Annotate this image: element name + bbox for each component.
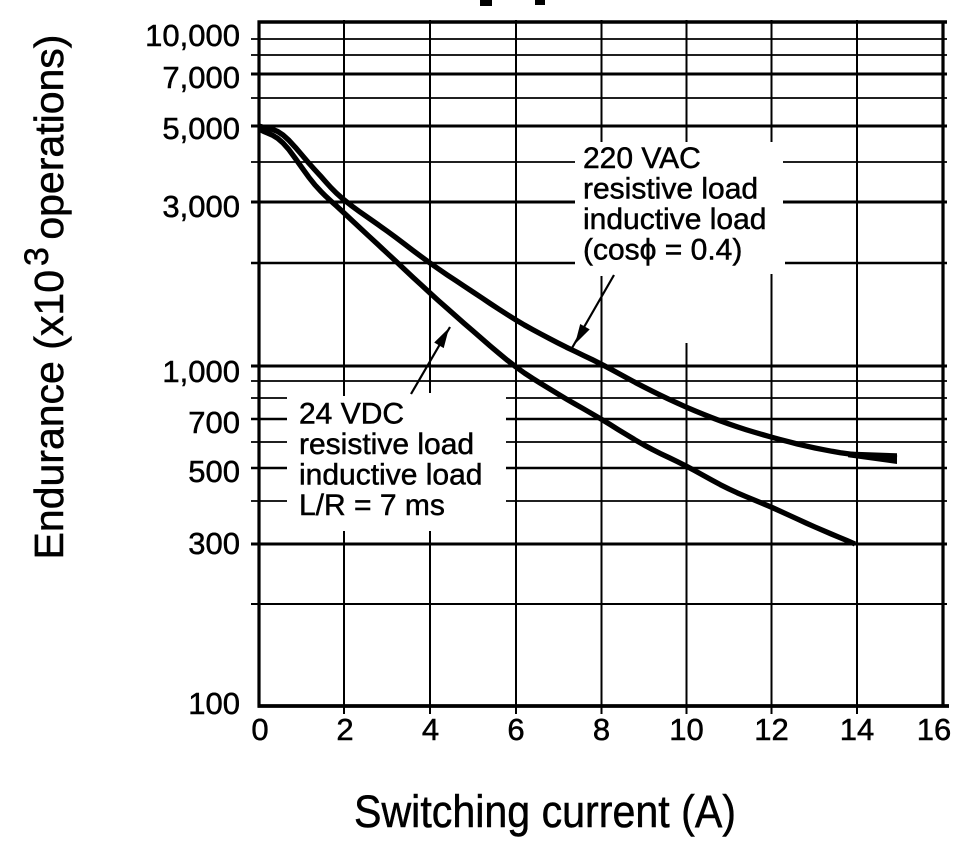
svg-text:4: 4: [422, 712, 439, 747]
svg-text:L/R = 7 ms: L/R = 7 ms: [299, 489, 445, 522]
svg-text:14: 14: [840, 712, 874, 747]
svg-text:Switching current (A): Switching current (A): [354, 786, 736, 837]
svg-text:1,000: 1,000: [162, 354, 240, 389]
svg-text:Endurance (x103 operations): Endurance (x103 operations): [18, 35, 72, 560]
svg-text:500: 500: [188, 454, 240, 489]
svg-text:7,000: 7,000: [162, 60, 240, 95]
svg-text:700: 700: [188, 405, 240, 440]
svg-text:resistive load: resistive load: [583, 173, 758, 206]
svg-text:220 VAC: 220 VAC: [583, 142, 701, 175]
svg-text:2: 2: [336, 712, 353, 747]
svg-text:resistive load: resistive load: [299, 428, 474, 461]
svg-text:12: 12: [754, 712, 788, 747]
svg-text:inductive load: inductive load: [583, 203, 766, 236]
svg-text:5,000: 5,000: [162, 111, 240, 146]
svg-text:24 VDC: 24 VDC: [299, 398, 404, 431]
svg-text:16: 16: [917, 712, 951, 747]
svg-text:10: 10: [669, 712, 703, 747]
svg-text:3,000: 3,000: [162, 189, 240, 224]
svg-text:8: 8: [593, 712, 610, 747]
svg-text:6: 6: [507, 712, 524, 747]
svg-text:100: 100: [188, 686, 240, 721]
svg-text:300: 300: [188, 526, 240, 561]
svg-text:inductive load: inductive load: [299, 459, 482, 492]
svg-text:10,000: 10,000: [145, 18, 240, 53]
svg-text:(cosϕ = 0.4): (cosϕ = 0.4): [583, 234, 742, 267]
svg-text:0: 0: [251, 712, 268, 747]
